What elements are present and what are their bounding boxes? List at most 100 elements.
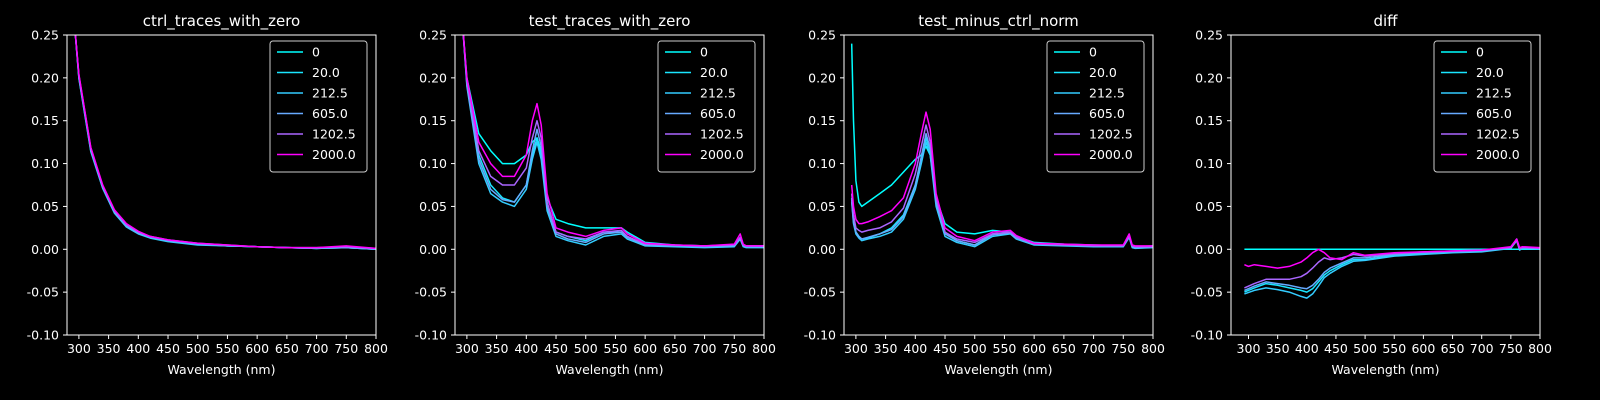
x-tick-label: 600 — [245, 341, 269, 356]
x-tick-label: 350 — [485, 341, 509, 356]
y-tick-label: 0.05 — [419, 199, 447, 214]
x-tick-label: 450 — [156, 341, 180, 356]
y-tick-label: 0.05 — [31, 199, 59, 214]
x-tick-label: 400 — [126, 341, 150, 356]
x-tick-label: 750 — [1111, 341, 1135, 356]
x-tick-label: 350 — [874, 341, 898, 356]
legend: 0 20.0 212.5 605.0 1202.5 2000.0 — [1433, 40, 1532, 173]
y-tick-label: 0.15 — [1195, 113, 1223, 128]
series-line-20-0 — [1244, 238, 1540, 293]
legend-label: 212.5 — [700, 86, 736, 101]
y-tick-label: 0.05 — [1195, 199, 1223, 214]
y-tick-label: -0.05 — [804, 285, 836, 300]
x-tick-label: 750 — [1499, 341, 1523, 356]
series-group — [1244, 238, 1540, 299]
legend-label: 20.0 — [1089, 65, 1117, 80]
series-line-2000-0 — [850, 111, 1153, 247]
y-tick-label: 0.15 — [31, 113, 59, 128]
x-tick-label: 650 — [663, 341, 687, 356]
chart-title: test_minus_ctrl_norm — [918, 12, 1079, 31]
legend-label: 20.0 — [312, 65, 340, 80]
y-tick-label: -0.10 — [804, 328, 836, 343]
subplot-4: 300 350 400 450 500 550 600 650 700 750 800 -0.10 -0… — [1191, 12, 1552, 377]
series-group — [74, 35, 376, 251]
x-tick-label: 800 — [1528, 341, 1552, 356]
y-tick-label: 0.20 — [1195, 70, 1223, 85]
legend-label: 2000.0 — [312, 147, 356, 162]
plot-frame — [66, 34, 377, 336]
y-tick-label: 0.20 — [808, 70, 836, 85]
legend-label: 605.0 — [1089, 106, 1125, 121]
legend-label: 1202.5 — [1089, 127, 1133, 142]
x-tick-label: 450 — [933, 341, 957, 356]
x-tick-label: 400 — [514, 341, 538, 356]
x-tick-label: 700 — [1470, 341, 1494, 356]
x-tick-label: 500 — [963, 341, 987, 356]
x-tick-label: 650 — [1052, 341, 1076, 356]
x-axis-label: Wavelength (nm) — [1332, 362, 1440, 377]
y-tick-label: 0.15 — [419, 113, 447, 128]
y-tick-label: -0.05 — [27, 285, 59, 300]
x-tick-label: 750 — [334, 341, 358, 356]
x-tick-label: 650 — [275, 341, 299, 356]
y-tick-label: 0.20 — [31, 70, 59, 85]
plot-frame — [454, 34, 765, 336]
series-line-212-5 — [462, 35, 764, 249]
legend-box — [657, 40, 756, 173]
legend-label: 20.0 — [1476, 65, 1504, 80]
legend-label: 212.5 — [1089, 86, 1125, 101]
legend: 0 20.0 212.5 605.0 1202.5 2000.0 — [269, 40, 368, 173]
legend-label: 605.0 — [312, 106, 348, 121]
y-tick-label: 0.00 — [808, 242, 836, 257]
series-group — [850, 43, 1153, 250]
legend-label: 2000.0 — [700, 147, 744, 162]
y-tick-label: 0.00 — [31, 242, 59, 257]
subplot-3: 300 350 400 450 500 550 600 650 700 750 800 -0.10 -0… — [804, 12, 1165, 377]
legend-label: 212.5 — [312, 86, 348, 101]
x-tick-label: 800 — [752, 341, 776, 356]
x-tick-label: 650 — [1441, 341, 1465, 356]
x-axis-label: Wavelength (nm) — [168, 362, 276, 377]
x-tick-label: 550 — [604, 341, 628, 356]
y-tick-label: 0.10 — [419, 156, 447, 171]
x-tick-label: 550 — [216, 341, 240, 356]
x-tick-label: 300 — [844, 341, 868, 356]
x-tick-label: 800 — [364, 341, 388, 356]
y-tick-label: 0.25 — [419, 28, 447, 43]
series-line-2000-0 — [1244, 238, 1540, 269]
series-group — [462, 35, 764, 249]
y-tick-label: 0.25 — [31, 28, 59, 43]
x-tick-label: 550 — [993, 341, 1017, 356]
x-tick-label: 450 — [544, 341, 568, 356]
series-line-605-0 — [462, 35, 764, 248]
series-line-2000-0 — [462, 35, 764, 247]
x-tick-label: 400 — [903, 341, 927, 356]
y-tick-label: 0.10 — [1195, 156, 1223, 171]
x-tick-label: 500 — [574, 341, 598, 356]
y-tick-label: 0.00 — [419, 242, 447, 257]
x-tick-label: 700 — [693, 341, 717, 356]
legend-label: 1202.5 — [312, 127, 356, 142]
chart-title: ctrl_traces_with_zero — [143, 12, 300, 31]
x-tick-label: 450 — [1324, 341, 1348, 356]
subplot-1: 300 350 400 450 500 550 600 650 700 750 800 -0.10 -0… — [27, 12, 388, 377]
legend-label: 0 — [700, 45, 708, 60]
x-axis-label: Wavelength (nm) — [945, 362, 1053, 377]
y-tick-label: 0.00 — [1195, 242, 1223, 257]
series-line-1202-5 — [462, 35, 764, 247]
y-tick-label: 0.05 — [808, 199, 836, 214]
chart-title: diff — [1373, 12, 1398, 30]
legend-label: 20.0 — [700, 65, 728, 80]
x-tick-label: 700 — [1082, 341, 1106, 356]
legend-label: 605.0 — [700, 106, 736, 121]
legend-label: 0 — [1476, 45, 1484, 60]
legend: 0 20.0 212.5 605.0 1202.5 2000.0 — [657, 40, 756, 173]
y-tick-label: -0.05 — [1191, 285, 1223, 300]
y-tick-label: 0.10 — [31, 156, 59, 171]
y-tick-label: 0.15 — [808, 113, 836, 128]
plot-frame — [843, 34, 1154, 336]
legend-label: 212.5 — [1476, 86, 1512, 101]
series-line-1202-5 — [850, 124, 1153, 248]
x-tick-label: 400 — [1295, 341, 1319, 356]
subplot-2: 300 350 400 450 500 550 600 650 700 750 800 -0.10 -0… — [415, 12, 776, 377]
